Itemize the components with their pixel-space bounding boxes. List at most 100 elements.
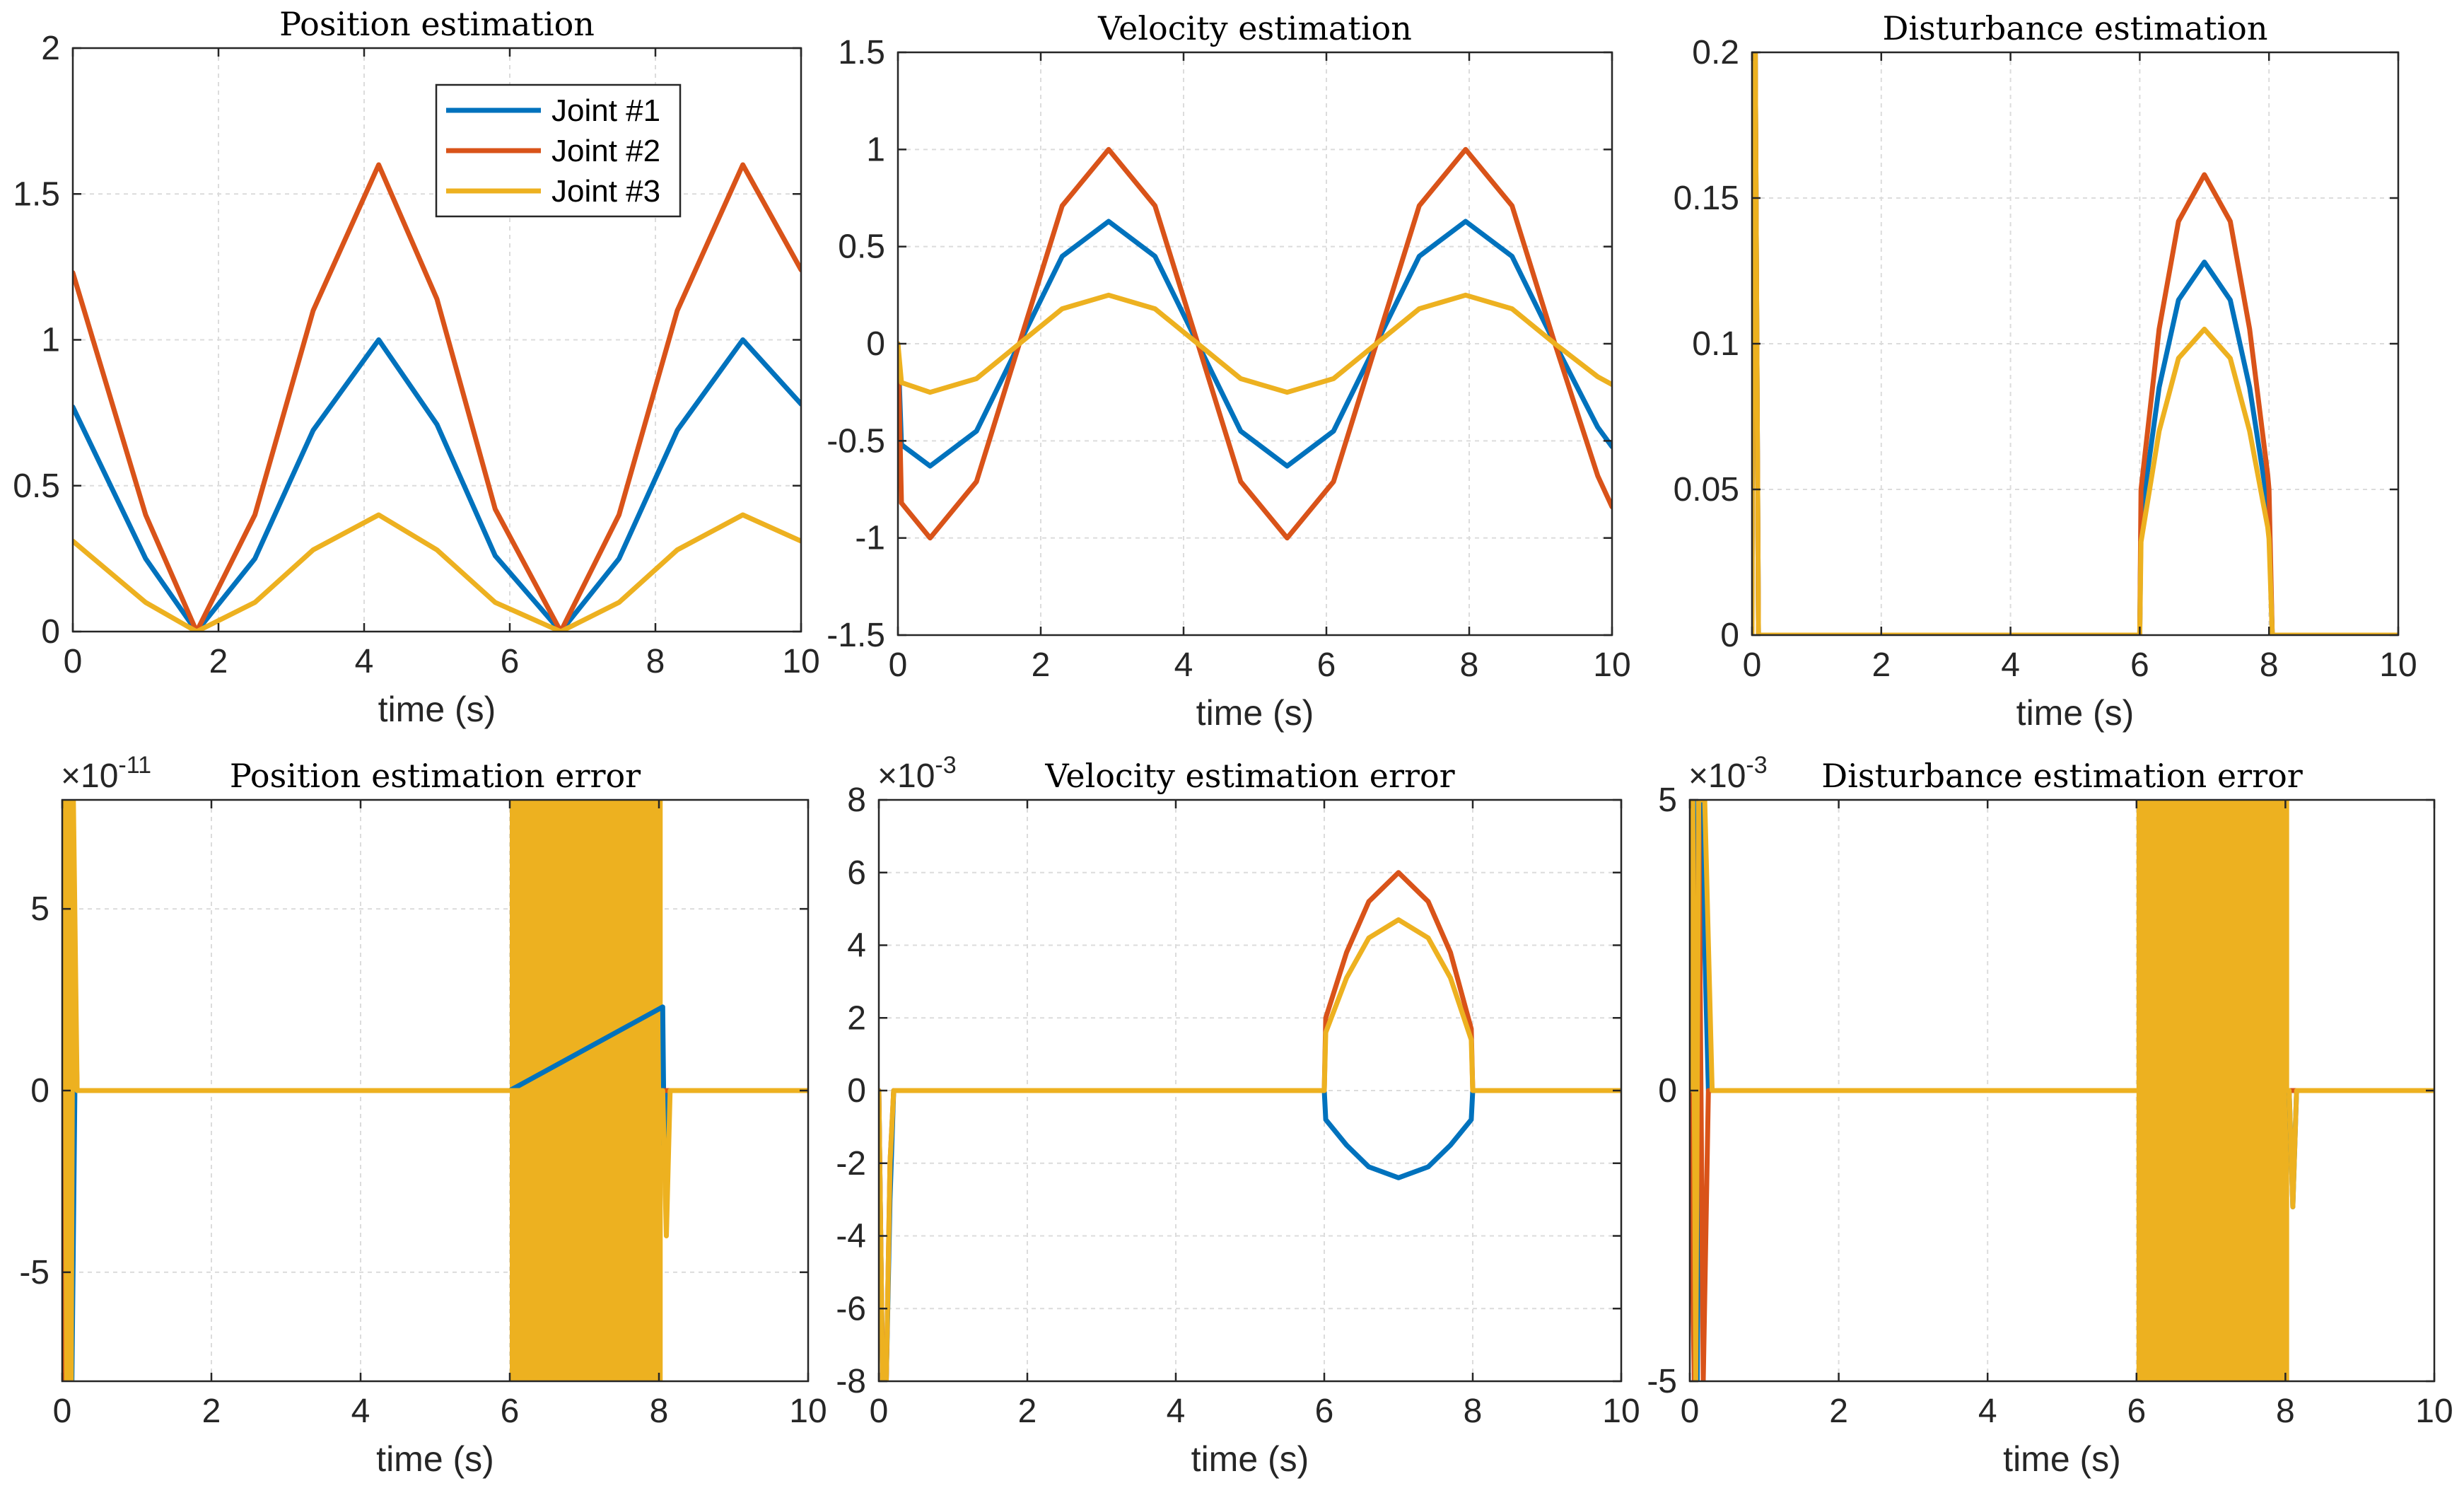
- x-tick-label: 2: [1872, 646, 1891, 684]
- y-tick-label: 0.5: [13, 467, 60, 505]
- velocity-series-joint3: [898, 292, 1612, 395]
- y-tick-label: 4: [847, 927, 866, 965]
- x-tick-label: 2: [1829, 1393, 1848, 1430]
- velocity-error-series-joint3: [879, 917, 1621, 1381]
- legend-label-joint1: Joint #1: [551, 93, 660, 128]
- x-tick-label: 10: [1593, 646, 1630, 684]
- legend-label-joint3: Joint #3: [551, 174, 660, 209]
- disturbance-plot-area: [1752, 52, 2398, 635]
- position-xlabel: time (s): [378, 690, 496, 729]
- y-tick-label: 1.5: [13, 175, 60, 213]
- x-tick-label: 10: [2415, 1393, 2453, 1430]
- y-tick-label: 8: [847, 781, 866, 819]
- x-tick-label: 8: [1460, 646, 1479, 684]
- position-error-exponent-power: -11: [118, 752, 151, 779]
- y-tick-label: 0.15: [1674, 180, 1739, 217]
- x-tick-label: 10: [1602, 1393, 1640, 1430]
- subplot-disturbance: 0 2 4 6 8 10 0 0.05 0.1 0.15 0.2 Disturbance estima…: [1674, 9, 2417, 733]
- y-tick-label: 0: [1720, 617, 1739, 654]
- x-tick-label: 4: [355, 643, 374, 680]
- x-tick-label: 6: [1317, 646, 1336, 684]
- position-error-xlabel: time (s): [376, 1439, 494, 1479]
- y-tick-label: 6: [847, 854, 866, 892]
- y-tick-label: 0.1: [1692, 325, 1739, 363]
- x-tick-label: 4: [2001, 646, 2020, 684]
- y-tick-label: -2: [836, 1145, 866, 1182]
- y-tick-label: 0: [1658, 1072, 1677, 1110]
- x-tick-label: 6: [501, 643, 520, 680]
- x-tick-label: 8: [1464, 1393, 1483, 1430]
- x-tick-label: 10: [789, 1393, 827, 1430]
- position-error-series-joint3: [62, 800, 808, 1381]
- x-tick-label: 2: [1032, 646, 1051, 684]
- y-tick-label: -5: [1647, 1363, 1677, 1400]
- disturbance-xlabel: time (s): [2016, 693, 2135, 733]
- x-tick-label: 8: [2260, 646, 2279, 684]
- x-tick-label: 10: [782, 643, 819, 680]
- disturbance-series-joint3: [1752, 52, 2398, 635]
- velocity-error-exponent-label: ×10-3: [877, 752, 957, 795]
- subplot-position: 0 2 4 6 8 10 0 0.5 1 1.5 2 Position estimation time …: [13, 5, 819, 729]
- x-tick-label: 4: [351, 1393, 370, 1430]
- velocity-error-plot-area: [879, 870, 1621, 1381]
- y-tick-label: 0.2: [1692, 34, 1739, 71]
- y-tick-label: 5: [30, 890, 49, 928]
- subplot-velocity-error: 0 2 4 6 8 10 -8 -6 -4 -2 0 2 4 6 8 Velocity estimation …: [836, 752, 1640, 1479]
- disturbance-error-series-joint3: [1690, 800, 2434, 1381]
- x-tick-label: 4: [1167, 1393, 1186, 1430]
- y-tick-label: -1: [855, 520, 885, 557]
- x-tick-label: 6: [2127, 1393, 2146, 1430]
- y-tick-label: -5: [19, 1254, 49, 1291]
- x-tick-label: 0: [889, 646, 908, 684]
- x-tick-label: 4: [1174, 646, 1193, 684]
- x-tick-label: 6: [501, 1393, 520, 1430]
- y-tick-label: 1.5: [838, 34, 885, 71]
- x-tick-label: 6: [1315, 1393, 1334, 1430]
- y-tick-label: 2: [847, 999, 866, 1037]
- disturbance-error-xlabel: time (s): [2003, 1439, 2121, 1479]
- disturbance-title: Disturbance estimation: [1883, 9, 2268, 47]
- y-tick-label: -0.5: [827, 422, 885, 460]
- disturbance-error-exponent-power: -3: [1746, 752, 1767, 779]
- y-tick-label: 0: [41, 613, 60, 651]
- x-tick-label: 8: [650, 1393, 669, 1430]
- y-tick-label: 1: [866, 131, 885, 168]
- subplot-position-error: 0 2 4 6 8 10 -5 0 5 Position estimation error time…: [19, 752, 827, 1479]
- velocity-xlabel: time (s): [1196, 693, 1314, 733]
- x-tick-label: 0: [64, 643, 83, 680]
- velocity-error-exponent-power: -3: [935, 752, 956, 779]
- velocity-series-joint2: [898, 146, 1612, 541]
- y-tick-label: 0: [30, 1072, 49, 1110]
- x-tick-label: 0: [53, 1393, 72, 1430]
- legend-label-joint2: Joint #2: [551, 134, 660, 168]
- x-tick-label: 0: [1743, 646, 1762, 684]
- velocity-title: Velocity estimation: [1097, 9, 1412, 47]
- velocity-plot-area: [898, 146, 1612, 541]
- y-tick-label: -6: [836, 1290, 866, 1327]
- y-tick-label: -1.5: [827, 617, 885, 654]
- x-tick-label: 4: [1978, 1393, 1997, 1430]
- disturbance-error-title: Disturbance estimation error: [1821, 757, 2303, 795]
- y-tick-label: 2: [41, 30, 60, 67]
- y-tick-label: 0: [847, 1072, 866, 1110]
- x-tick-label: 2: [1018, 1393, 1037, 1430]
- disturbance-error-exponent-label: ×10-3: [1688, 752, 1768, 795]
- x-tick-label: 0: [870, 1393, 889, 1430]
- x-tick-label: 2: [209, 643, 228, 680]
- y-tick-label: -8: [836, 1363, 866, 1400]
- legend: Joint #1 Joint #2 Joint #3: [435, 83, 682, 218]
- position-series-joint1: [73, 337, 801, 632]
- position-error-exponent-label: ×10-11: [61, 752, 151, 795]
- velocity-series-joint1: [898, 219, 1612, 469]
- y-tick-label: -4: [836, 1218, 866, 1255]
- position-title: Position estimation: [279, 5, 595, 43]
- y-tick-label: 1: [41, 322, 60, 359]
- position-error-title: Position estimation error: [230, 757, 641, 795]
- position-error-plot-area: [62, 800, 808, 1381]
- position-series-joint3: [73, 512, 801, 632]
- subplot-velocity: 0 2 4 6 8 10 -1.5 -1 -0.5 0 0.5 1 1.5 Velocity estima…: [827, 9, 1630, 733]
- y-tick-label: 0: [866, 325, 885, 363]
- y-tick-label: 0.5: [838, 228, 885, 266]
